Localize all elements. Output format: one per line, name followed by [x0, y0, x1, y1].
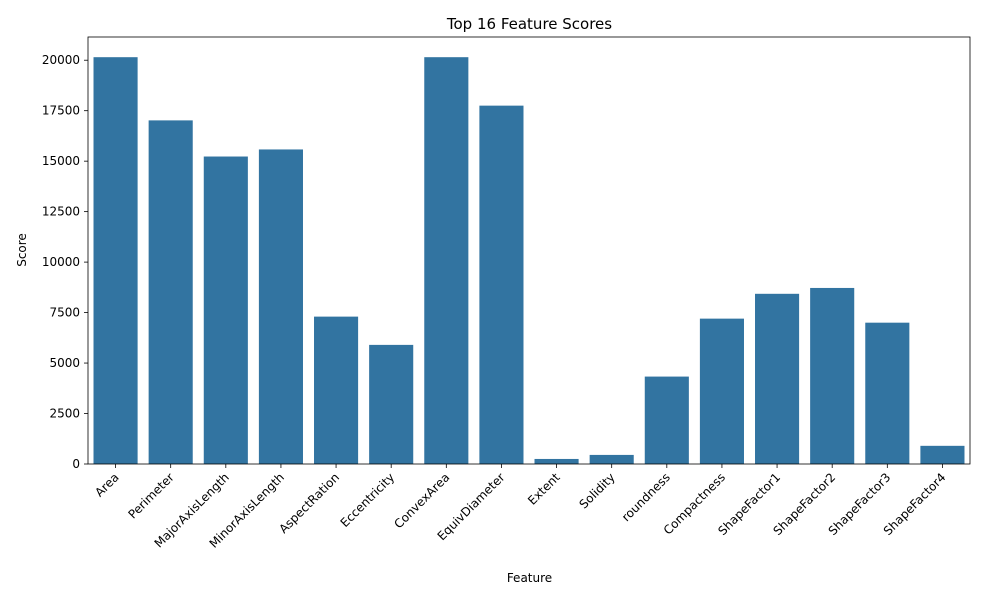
- x-axis: Area PerimeterMajorAxisLengthMinorAxisLen…: [92, 464, 949, 551]
- bar-compactness: [699, 318, 744, 464]
- bars-group: [93, 57, 965, 465]
- y-tick-label: 5000: [49, 356, 80, 370]
- y-tick-label: 0: [72, 457, 80, 471]
- x-tick-label: Area: [92, 470, 121, 499]
- plot-frame: [87, 36, 971, 465]
- x-tick-label: Extent: [525, 470, 563, 508]
- y-axis: 0 2500 5000 7500 10000 12500 15000 17500 20000: [42, 53, 88, 471]
- chart-title: Top 16 Feature Scores: [446, 15, 612, 33]
- bar-equivdiameter: [479, 105, 524, 464]
- bar-minoraxislength: [258, 149, 303, 464]
- x-tick-label: ConvexArea: [391, 470, 452, 531]
- bar-shapefactor2: [810, 287, 855, 464]
- x-tick-label: Perimeter: [125, 470, 176, 521]
- x-tick-label: Eccentricity: [338, 470, 398, 530]
- bar-convexarea: [424, 57, 469, 465]
- bar-perimeter: [148, 120, 193, 464]
- bar-shapefactor1: [755, 293, 800, 464]
- x-axis-label: Feature: [507, 571, 552, 585]
- bar-majoraxislength: [203, 156, 248, 464]
- bar-roundness: [644, 376, 689, 464]
- bar-solidity: [589, 454, 634, 464]
- y-tick-label: 20000: [42, 53, 80, 67]
- y-tick-label: 17500: [42, 104, 80, 118]
- y-tick-label: 2500: [49, 407, 80, 421]
- y-tick-label: 10000: [42, 255, 80, 269]
- bar-shapefactor4: [920, 445, 965, 464]
- bar-eccentricity: [369, 344, 414, 464]
- x-tick-label: roundness: [619, 470, 673, 524]
- bar-shapefactor3: [865, 322, 910, 464]
- x-tick-label: Solidity: [577, 470, 618, 511]
- y-tick-label: 15000: [42, 154, 80, 168]
- bar-aspectration: [314, 316, 359, 464]
- bar-extent: [534, 458, 579, 464]
- y-tick-label: 7500: [49, 306, 80, 320]
- y-axis-label: Score: [15, 233, 29, 267]
- y-tick-label: 12500: [42, 205, 80, 219]
- bar-area: [93, 57, 138, 465]
